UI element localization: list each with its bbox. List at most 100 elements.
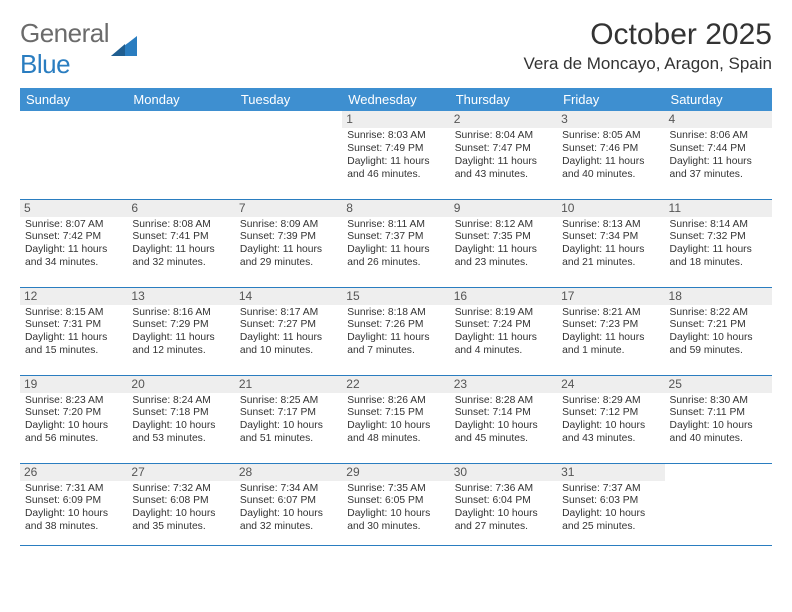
sunrise-line: Sunrise: 8:23 AM [25, 395, 122, 408]
sunset-line: Sunset: 7:15 PM [347, 407, 444, 420]
sunset-line: Sunset: 7:35 PM [455, 231, 552, 244]
sunset-line: Sunset: 6:03 PM [562, 495, 659, 508]
calendar-cell: 5Sunrise: 8:07 AMSunset: 7:42 PMDaylight… [20, 199, 127, 287]
sunrise-line: Sunrise: 8:26 AM [347, 395, 444, 408]
brand-text: General Blue [20, 18, 109, 80]
day-number: 8 [342, 200, 449, 217]
calendar-row: 1Sunrise: 8:03 AMSunset: 7:49 PMDaylight… [20, 111, 772, 199]
calendar-cell: 6Sunrise: 8:08 AMSunset: 7:41 PMDaylight… [127, 199, 234, 287]
calendar-cell [235, 111, 342, 199]
sunrise-line: Sunrise: 8:18 AM [347, 307, 444, 320]
calendar-cell: 29Sunrise: 7:35 AMSunset: 6:05 PMDayligh… [342, 463, 449, 545]
day-number: 15 [342, 288, 449, 305]
calendar-cell: 15Sunrise: 8:18 AMSunset: 7:26 PMDayligh… [342, 287, 449, 375]
day-number: 16 [450, 288, 557, 305]
sunrise-line: Sunrise: 8:14 AM [670, 219, 767, 232]
weekday-header: Thursday [450, 88, 557, 111]
sunset-line: Sunset: 7:42 PM [25, 231, 122, 244]
sunset-line: Sunset: 7:20 PM [25, 407, 122, 420]
day-number: 29 [342, 464, 449, 481]
calendar-cell: 21Sunrise: 8:25 AMSunset: 7:17 PMDayligh… [235, 375, 342, 463]
sunrise-line: Sunrise: 8:13 AM [562, 219, 659, 232]
weekday-header: Tuesday [235, 88, 342, 111]
daylight-line: Daylight: 11 hours and 29 minutes. [240, 244, 337, 270]
daylight-line: Daylight: 11 hours and 21 minutes. [562, 244, 659, 270]
calendar-cell: 3Sunrise: 8:05 AMSunset: 7:46 PMDaylight… [557, 111, 664, 199]
sunset-line: Sunset: 7:29 PM [132, 319, 229, 332]
daylight-line: Daylight: 11 hours and 12 minutes. [132, 332, 229, 358]
sunset-line: Sunset: 7:41 PM [132, 231, 229, 244]
sunrise-line: Sunrise: 8:24 AM [132, 395, 229, 408]
calendar-cell: 8Sunrise: 8:11 AMSunset: 7:37 PMDaylight… [342, 199, 449, 287]
sunset-line: Sunset: 6:09 PM [25, 495, 122, 508]
brand-text-2: Blue [20, 49, 70, 79]
weekday-header-row: SundayMondayTuesdayWednesdayThursdayFrid… [20, 88, 772, 111]
daylight-line: Daylight: 11 hours and 10 minutes. [240, 332, 337, 358]
sunset-line: Sunset: 7:21 PM [670, 319, 767, 332]
daylight-line: Daylight: 11 hours and 15 minutes. [25, 332, 122, 358]
calendar-cell: 7Sunrise: 8:09 AMSunset: 7:39 PMDaylight… [235, 199, 342, 287]
sunset-line: Sunset: 7:37 PM [347, 231, 444, 244]
calendar-cell: 26Sunrise: 7:31 AMSunset: 6:09 PMDayligh… [20, 463, 127, 545]
daylight-line: Daylight: 11 hours and 26 minutes. [347, 244, 444, 270]
daylight-line: Daylight: 10 hours and 56 minutes. [25, 420, 122, 446]
calendar-cell: 14Sunrise: 8:17 AMSunset: 7:27 PMDayligh… [235, 287, 342, 375]
calendar-row: 26Sunrise: 7:31 AMSunset: 6:09 PMDayligh… [20, 463, 772, 545]
sunrise-line: Sunrise: 7:35 AM [347, 483, 444, 496]
day-number: 11 [665, 200, 772, 217]
sunset-line: Sunset: 6:04 PM [455, 495, 552, 508]
calendar-cell: 13Sunrise: 8:16 AMSunset: 7:29 PMDayligh… [127, 287, 234, 375]
calendar-cell: 22 Sunrise: 8:26 AMSunset: 7:15 PMDayligh… [342, 375, 449, 463]
sunset-line: Sunset: 7:39 PM [240, 231, 337, 244]
title-block: October 2025 Vera de Moncayo, Aragon, Sp… [523, 18, 772, 74]
weekday-header: Friday [557, 88, 664, 111]
calendar-cell: 31Sunrise: 7:37 AMSunset: 6:03 PMDayligh… [557, 463, 664, 545]
sunrise-line: Sunrise: 7:31 AM [25, 483, 122, 496]
calendar-grid: SundayMondayTuesdayWednesdayThursdayFrid… [20, 88, 772, 546]
sunset-line: Sunset: 7:11 PM [670, 407, 767, 420]
day-number: 5 [20, 200, 127, 217]
day-number: 1 [342, 111, 449, 128]
calendar-row: 5Sunrise: 8:07 AMSunset: 7:42 PMDaylight… [20, 199, 772, 287]
daylight-line: Daylight: 10 hours and 53 minutes. [132, 420, 229, 446]
sunset-line: Sunset: 7:44 PM [670, 143, 767, 156]
day-number: 3 [557, 111, 664, 128]
calendar-cell: 18Sunrise: 8:22 AMSunset: 7:21 PMDayligh… [665, 287, 772, 375]
daylight-line: Daylight: 11 hours and 40 minutes. [562, 156, 659, 182]
day-number: 12 [20, 288, 127, 305]
sunrise-line: Sunrise: 7:36 AM [455, 483, 552, 496]
sunrise-line: Sunrise: 7:32 AM [132, 483, 229, 496]
sunset-line: Sunset: 7:31 PM [25, 319, 122, 332]
calendar-cell: 12 Sunrise: 8:15 AMSunset: 7:31 PMDayligh… [20, 287, 127, 375]
daylight-line: Daylight: 10 hours and 51 minutes. [240, 420, 337, 446]
calendar-cell: 17Sunrise: 8:21 AMSunset: 7:23 PMDayligh… [557, 287, 664, 375]
day-number: 17 [557, 288, 664, 305]
day-number: 27 [127, 464, 234, 481]
day-number: 31 [557, 464, 664, 481]
sunrise-line: Sunrise: 8:19 AM [455, 307, 552, 320]
calendar-row: 12Sunrise: 8:15 AMSunset: 7:31 PMDayligh… [20, 287, 772, 375]
sunrise-line: Sunrise: 8:30 AM [670, 395, 767, 408]
weekday-header: Sunday [20, 88, 127, 111]
day-number: 23 [450, 376, 557, 393]
daylight-line: Daylight: 10 hours and 48 minutes. [347, 420, 444, 446]
day-number: 25 [665, 376, 772, 393]
sunrise-line: Sunrise: 8:16 AM [132, 307, 229, 320]
sunset-line: Sunset: 7:12 PM [562, 407, 659, 420]
sunrise-line: Sunrise: 8:09 AM [240, 219, 337, 232]
sunrise-line: Sunrise: 8:29 AM [562, 395, 659, 408]
sunrise-line: Sunrise: 8:15 AM [25, 307, 122, 320]
calendar-cell: 20Sunrise: 8:24 AMSunset: 7:18 PMDayligh… [127, 375, 234, 463]
calendar-cell: 25Sunrise: 8:30 AMSunset: 7:11 PMDayligh… [665, 375, 772, 463]
brand-text-1: General [20, 18, 109, 48]
calendar-cell: 1Sunrise: 8:03 AMSunset: 7:49 PMDaylight… [342, 111, 449, 199]
sunset-line: Sunset: 7:23 PM [562, 319, 659, 332]
calendar-cell: 2Sunrise: 8:04 AMSunset: 7:47 PMDaylight… [450, 111, 557, 199]
daylight-line: Daylight: 11 hours and 23 minutes. [455, 244, 552, 270]
brand-logo: General Blue [20, 18, 141, 80]
sunset-line: Sunset: 6:08 PM [132, 495, 229, 508]
calendar-body: 1Sunrise: 8:03 AMSunset: 7:49 PMDaylight… [20, 111, 772, 545]
calendar-cell: 16Sunrise: 8:19 AMSunset: 7:24 PMDayligh… [450, 287, 557, 375]
day-number: 22 [342, 376, 449, 393]
calendar-cell: 4Sunrise: 8:06 AMSunset: 7:44 PMDaylight… [665, 111, 772, 199]
